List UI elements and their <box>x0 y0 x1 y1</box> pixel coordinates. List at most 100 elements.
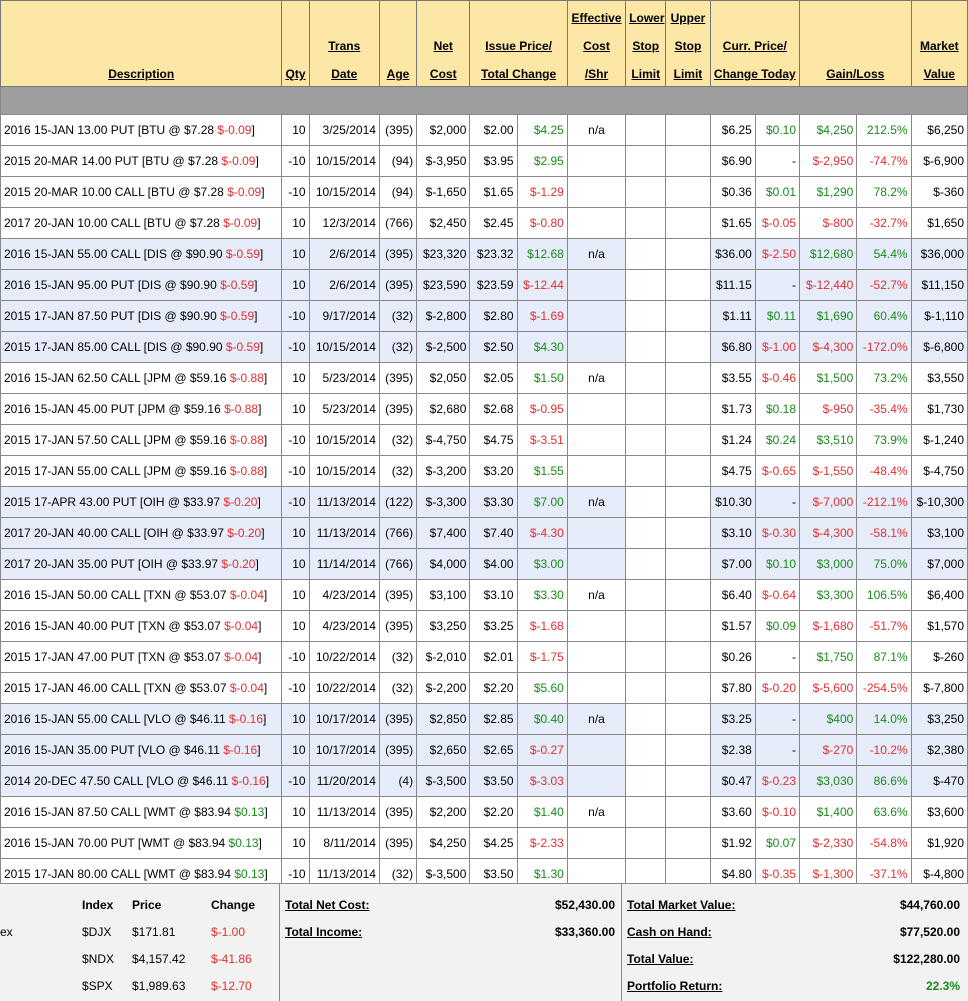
col-trans-date[interactable]: Trans Date <box>308 0 380 87</box>
market-value-cell: $-7,800 <box>910 672 968 704</box>
position-row[interactable]: 2016 15-JAN 62.50 CALL [JPM @ $59.16 $-0… <box>0 362 968 394</box>
position-row[interactable]: 2016 15-JAN 40.00 PUT [TXN @ $53.07 $-0.… <box>0 610 968 642</box>
net-cost-cell: $-3,500 <box>416 765 471 797</box>
change-today-cell: $0.11 <box>754 300 801 332</box>
position-row[interactable]: 2017 20-JAN 10.00 CALL [BTU @ $7.28 $-0.… <box>0 207 968 239</box>
gain-loss-cell: $-800 <box>799 207 858 239</box>
cash-on-hand-label: Cash on Hand: <box>627 925 712 939</box>
position-row[interactable]: 2016 15-JAN 13.00 PUT [BTU @ $7.28 $-0.0… <box>0 114 968 146</box>
description-cell: 2015 17-JAN 57.50 CALL [JPM @ $59.16 $-0… <box>0 424 283 456</box>
change-today-cell: $-0.05 <box>754 207 801 239</box>
issue-price-cell: $2.50 <box>469 331 518 363</box>
position-row[interactable]: 2015 17-JAN 46.00 CALL [TXN @ $53.07 $-0… <box>0 672 968 704</box>
underlying-change: $0.13 <box>234 805 265 819</box>
position-row[interactable]: 2015 17-JAN 85.00 CALL [DIS @ $90.90 $-0… <box>0 331 968 363</box>
trans-date-cell: 5/23/2014 <box>308 393 380 425</box>
issue-price-cell: $2.85 <box>469 703 518 735</box>
lower-stop-cell <box>625 796 667 828</box>
total-change-cell: $1.55 <box>516 455 568 487</box>
position-row[interactable]: 2015 17-JAN 55.00 CALL [JPM @ $59.16 $-0… <box>0 455 968 487</box>
effective-cost-cell: n/a <box>566 703 627 735</box>
col-effective-cost[interactable]: Effective Cost/Shr <box>566 0 627 87</box>
net-cost-cell: $-3,200 <box>416 455 471 487</box>
change-today-cell: - <box>754 703 801 735</box>
col-gain-loss[interactable]: Gain/Loss <box>799 0 912 87</box>
position-row[interactable]: 2016 15-JAN 95.00 PUT [DIS @ $90.90 $-0.… <box>0 269 968 301</box>
upper-stop-cell <box>665 579 711 611</box>
col-qty[interactable]: Qty <box>281 0 310 87</box>
position-row[interactable]: 2014 20-DEC 47.50 CALL [VLO @ $46.11 $-0… <box>0 765 968 797</box>
trans-date-cell: 2/6/2014 <box>308 269 380 301</box>
issue-price-cell: $2.20 <box>469 672 518 704</box>
effective-cost-cell <box>566 331 627 363</box>
issue-price-cell: $2.68 <box>469 393 518 425</box>
change-today-cell: - <box>754 641 801 673</box>
gain-loss-pct-cell: 54.4% <box>856 238 912 270</box>
issue-price-cell: $23.59 <box>469 269 518 301</box>
position-row[interactable]: 2015 17-JAN 57.50 CALL [JPM @ $59.16 $-0… <box>0 424 968 456</box>
description-text: 2016 15-JAN 13.00 PUT [BTU @ $7.28 <box>4 123 218 137</box>
trans-date-cell: 3/25/2014 <box>308 114 380 146</box>
position-row[interactable]: 2016 15-JAN 45.00 PUT [JPM @ $59.16 $-0.… <box>0 393 968 425</box>
index-change: $-12.70 <box>211 979 252 993</box>
position-row[interactable]: 2015 17-JAN 87.50 PUT [DIS @ $90.90 $-0.… <box>0 300 968 332</box>
ex-label: ex <box>0 925 13 939</box>
position-row[interactable]: 2017 20-JAN 40.00 CALL [OIH @ $33.97 $-0… <box>0 517 968 549</box>
position-row[interactable]: 2015 17-APR 43.00 PUT [OIH @ $33.97 $-0.… <box>0 486 968 518</box>
change-today-cell: $-0.46 <box>754 362 801 394</box>
net-cost-cell: $3,100 <box>416 579 471 611</box>
market-value-cell: $3,250 <box>910 703 968 735</box>
col-curr-price[interactable]: Curr. Price/Change Today <box>709 0 801 87</box>
col-net-cost[interactable]: Net Cost <box>416 0 471 87</box>
lower-stop-cell <box>625 238 667 270</box>
curr-price-cell: $1.92 <box>709 827 756 859</box>
trans-date-cell: 11/13/2014 <box>308 796 380 828</box>
position-row[interactable]: 2016 15-JAN 70.00 PUT [WMT @ $83.94 $0.1… <box>0 827 968 859</box>
total-change-cell: $-1.29 <box>516 176 568 208</box>
upper-stop-cell <box>665 424 711 456</box>
upper-stop-cell <box>665 672 711 704</box>
gain-loss-cell: $3,300 <box>799 579 858 611</box>
qty-cell: 10 <box>281 579 310 611</box>
gain-loss-pct-cell: 212.5% <box>856 114 912 146</box>
position-row[interactable]: 2016 15-JAN 50.00 CALL [TXN @ $53.07 $-0… <box>0 579 968 611</box>
col-upper-stop[interactable]: Upper Stop Limit <box>665 0 711 87</box>
total-change-cell: $1.40 <box>516 796 568 828</box>
index-index: $DJX <box>82 925 112 939</box>
underlying-change: $-0.59 <box>220 309 255 323</box>
change-today-cell: $0.18 <box>754 393 801 425</box>
issue-price-cell: $4.25 <box>469 827 518 859</box>
trans-date-cell: 10/17/2014 <box>308 734 380 766</box>
change-today-cell: $-2.50 <box>754 238 801 270</box>
qty-cell: -10 <box>281 176 310 208</box>
col-issue-price[interactable]: Issue Price/Total Change <box>469 0 568 87</box>
description-text: 2015 17-JAN 80.00 CALL [WMT @ $83.94 <box>4 867 235 881</box>
net-cost-cell: $-1,650 <box>416 176 471 208</box>
col-age[interactable]: Age <box>378 0 418 87</box>
lower-stop-cell <box>625 827 667 859</box>
position-row[interactable]: 2015 20-MAR 14.00 PUT [BTU @ $7.28 $-0.0… <box>0 145 968 177</box>
description-text: 2016 15-JAN 70.00 PUT [WMT @ $83.94 <box>4 836 229 850</box>
description-cell: 2016 15-JAN 35.00 PUT [VLO @ $46.11 $-0.… <box>0 734 283 766</box>
position-row[interactable]: 2016 15-JAN 55.00 CALL [VLO @ $46.11 $-0… <box>0 703 968 735</box>
col-market-value[interactable]: Market Value <box>910 0 968 87</box>
effective-cost-cell: n/a <box>566 486 627 518</box>
position-row[interactable]: 2015 20-MAR 10.00 CALL [BTU @ $7.28 $-0.… <box>0 176 968 208</box>
lower-stop-cell <box>625 734 667 766</box>
age-cell: (395) <box>378 238 418 270</box>
total-change-cell: $-3.51 <box>516 424 568 456</box>
index-index: $SPX <box>82 979 113 993</box>
position-row[interactable]: 2017 20-JAN 35.00 PUT [OIH @ $33.97 $-0.… <box>0 548 968 580</box>
position-row[interactable]: 2016 15-JAN 35.00 PUT [VLO @ $46.11 $-0.… <box>0 734 968 766</box>
position-row[interactable]: 2016 15-JAN 87.50 CALL [WMT @ $83.94 $0.… <box>0 796 968 828</box>
col-lower-stop[interactable]: Lower Stop Limit <box>625 0 667 87</box>
net-cost-cell: $23,590 <box>416 269 471 301</box>
description-text: 2015 17-JAN 47.00 PUT [TXN @ $53.07 <box>4 650 225 664</box>
upper-stop-cell <box>665 641 711 673</box>
market-value-cell: $3,600 <box>910 796 968 828</box>
position-row[interactable]: 2015 17-JAN 47.00 PUT [TXN @ $53.07 $-0.… <box>0 641 968 673</box>
col-description[interactable]: Description <box>0 0 283 87</box>
underlying-change: $-0.20 <box>221 557 256 571</box>
description-cell: 2014 20-DEC 47.50 CALL [VLO @ $46.11 $-0… <box>0 765 283 797</box>
position-row[interactable]: 2016 15-JAN 55.00 CALL [DIS @ $90.90 $-0… <box>0 238 968 270</box>
